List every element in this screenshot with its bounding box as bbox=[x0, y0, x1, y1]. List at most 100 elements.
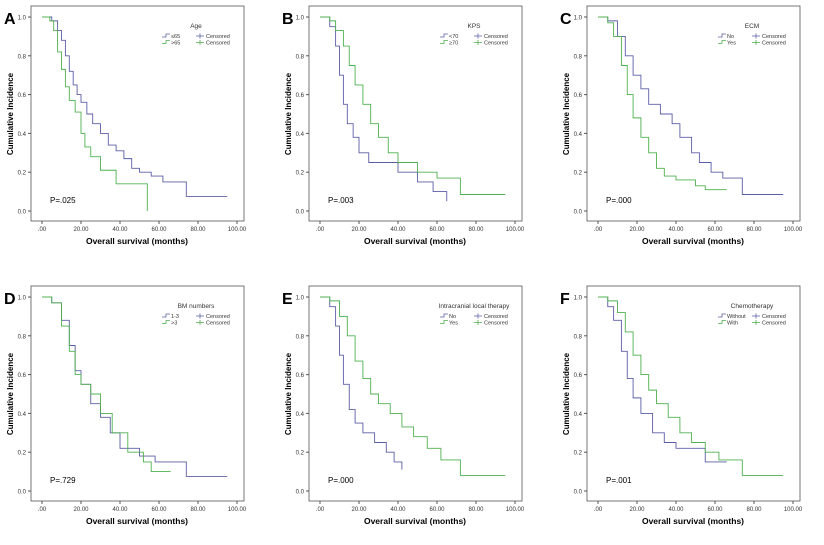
censored-marker-icon bbox=[752, 320, 760, 325]
survival-curve-2 bbox=[598, 16, 727, 191]
survival-curve-2 bbox=[42, 296, 171, 473]
legend-title: BM numbers bbox=[178, 303, 216, 310]
censored-marker-icon bbox=[752, 33, 760, 39]
legend-censored-label: Censored bbox=[762, 34, 786, 40]
panel-a: A 0.0 0.2 0.4 0.6 0.8 1.0 .00 20.00 40.00 60.00 80.… bbox=[4, 5, 247, 246]
y-tick-label: 0.4 bbox=[18, 412, 27, 418]
y-axis-label: Cumulative Incidence bbox=[284, 352, 293, 435]
x-tick-label: 20.00 bbox=[351, 507, 367, 513]
legend-censored-label: Censored bbox=[762, 321, 786, 327]
x-tick-label: 60.00 bbox=[707, 507, 723, 513]
y-tick-label: 0.0 bbox=[18, 210, 27, 216]
p-value: P=.729 bbox=[50, 476, 76, 485]
legend-title: ECM bbox=[745, 23, 759, 30]
y-tick-label: 0.2 bbox=[18, 451, 27, 457]
legend-censored-label: Censored bbox=[484, 314, 508, 320]
y-tick-label: 1.0 bbox=[296, 16, 305, 22]
panel-letter: F bbox=[560, 291, 570, 308]
censored-marker-icon bbox=[474, 40, 482, 45]
x-tick-label: 100.00 bbox=[784, 227, 803, 233]
x-tick-label: 40.00 bbox=[390, 507, 406, 513]
x-tick-label: 80.00 bbox=[746, 507, 762, 513]
y-tick-label: 0.8 bbox=[574, 54, 583, 60]
panel-c: C 0.0 0.2 0.4 0.6 0.8 1.0 .00 20.00 40.00 60.00 80.… bbox=[560, 5, 803, 246]
legend-censored-label: Censored bbox=[484, 41, 508, 47]
p-value: P=.025 bbox=[50, 196, 76, 205]
censored-marker-icon bbox=[752, 313, 760, 319]
y-tick-label: 0.0 bbox=[296, 490, 305, 496]
x-tick-label: .00 bbox=[316, 227, 325, 233]
x-tick-label: 20.00 bbox=[629, 507, 645, 513]
y-tick-label: 0.8 bbox=[574, 334, 583, 340]
y-tick-label: 0.6 bbox=[574, 93, 583, 99]
legend-label: ≤65 bbox=[171, 34, 180, 40]
legend-label: >65 bbox=[171, 41, 180, 47]
x-tick-label: 100.00 bbox=[506, 507, 525, 513]
plot-frame bbox=[30, 5, 245, 222]
panel-f: F 0.0 0.2 0.4 0.6 0.8 1.0 .00 20.00 40.00 60.00 80.… bbox=[560, 285, 803, 526]
y-tick-label: 0.0 bbox=[574, 210, 583, 216]
legend-line-icon bbox=[718, 320, 726, 324]
panel-letter: B bbox=[282, 11, 294, 28]
x-tick-label: 20.00 bbox=[73, 227, 89, 233]
x-axis-label: Overall survival (months) bbox=[86, 516, 188, 526]
y-tick-label: 0.4 bbox=[296, 132, 305, 138]
p-value: P=.001 bbox=[606, 476, 632, 485]
legend-censored-label: Censored bbox=[206, 321, 230, 327]
survival-curve-1 bbox=[598, 296, 727, 463]
x-tick-label: 60.00 bbox=[707, 227, 723, 233]
survival-curve-1 bbox=[598, 16, 784, 195]
x-tick-label: 40.00 bbox=[668, 227, 684, 233]
y-tick-label: 1.0 bbox=[18, 296, 27, 302]
censored-marker-icon bbox=[196, 40, 204, 45]
y-tick-label: 0.0 bbox=[574, 490, 583, 496]
legend-line-icon bbox=[162, 313, 170, 318]
survival-figure: A 0.0 0.2 0.4 0.6 0.8 1.0 .00 20.00 40.00 60.00 80.… bbox=[4, 5, 803, 526]
x-tick-label: .00 bbox=[594, 507, 603, 513]
legend-censored-label: Censored bbox=[206, 41, 230, 47]
legend-line-icon bbox=[162, 40, 170, 44]
y-tick-label: 0.8 bbox=[18, 334, 27, 340]
y-tick-label: 0.8 bbox=[18, 54, 27, 60]
censored-marker-icon bbox=[196, 320, 204, 325]
panel-b: B 0.0 0.2 0.4 0.6 0.8 1.0 .00 20.00 40.00 60.00 80.… bbox=[282, 5, 525, 246]
plot-frame bbox=[308, 5, 523, 222]
legend-label: <70 bbox=[449, 34, 458, 40]
x-tick-label: 20.00 bbox=[629, 227, 645, 233]
x-tick-label: 40.00 bbox=[668, 507, 684, 513]
censored-marker-icon bbox=[752, 40, 760, 45]
x-tick-label: 80.00 bbox=[468, 507, 484, 513]
survival-curve-1 bbox=[42, 16, 228, 197]
panel-letter: A bbox=[4, 11, 16, 28]
legend-line-icon bbox=[440, 40, 448, 44]
censored-marker-icon bbox=[474, 320, 482, 325]
plot-frame bbox=[586, 5, 801, 222]
panel-letter: E bbox=[282, 291, 293, 308]
y-tick-label: 0.2 bbox=[574, 171, 583, 177]
p-value: P=.003 bbox=[328, 196, 354, 205]
x-tick-label: 80.00 bbox=[190, 507, 206, 513]
survival-curve-1 bbox=[42, 296, 228, 477]
plot-frame bbox=[30, 285, 245, 502]
x-tick-label: 60.00 bbox=[429, 507, 445, 513]
survival-curve-2 bbox=[320, 16, 506, 195]
legend-censored-label: Censored bbox=[762, 41, 786, 47]
y-tick-label: 0.8 bbox=[296, 54, 305, 60]
x-tick-label: 40.00 bbox=[112, 507, 128, 513]
legend-censored-label: Censored bbox=[484, 34, 508, 40]
x-tick-label: .00 bbox=[38, 227, 47, 233]
y-tick-label: 0.2 bbox=[18, 171, 27, 177]
y-axis-label: Cumulative Incidence bbox=[6, 72, 15, 155]
legend-label: Yes bbox=[449, 321, 458, 327]
x-axis-label: Overall survival (months) bbox=[86, 236, 188, 246]
x-tick-label: 80.00 bbox=[746, 227, 762, 233]
x-axis-label: Overall survival (months) bbox=[642, 516, 744, 526]
y-tick-label: 0.4 bbox=[296, 412, 305, 418]
legend-line-icon bbox=[440, 33, 448, 38]
x-tick-label: 80.00 bbox=[468, 227, 484, 233]
x-tick-label: 20.00 bbox=[73, 507, 89, 513]
x-tick-label: 100.00 bbox=[228, 227, 247, 233]
y-tick-label: 0.6 bbox=[296, 93, 305, 99]
legend-title: KPS bbox=[467, 23, 481, 30]
x-tick-label: 20.00 bbox=[351, 227, 367, 233]
